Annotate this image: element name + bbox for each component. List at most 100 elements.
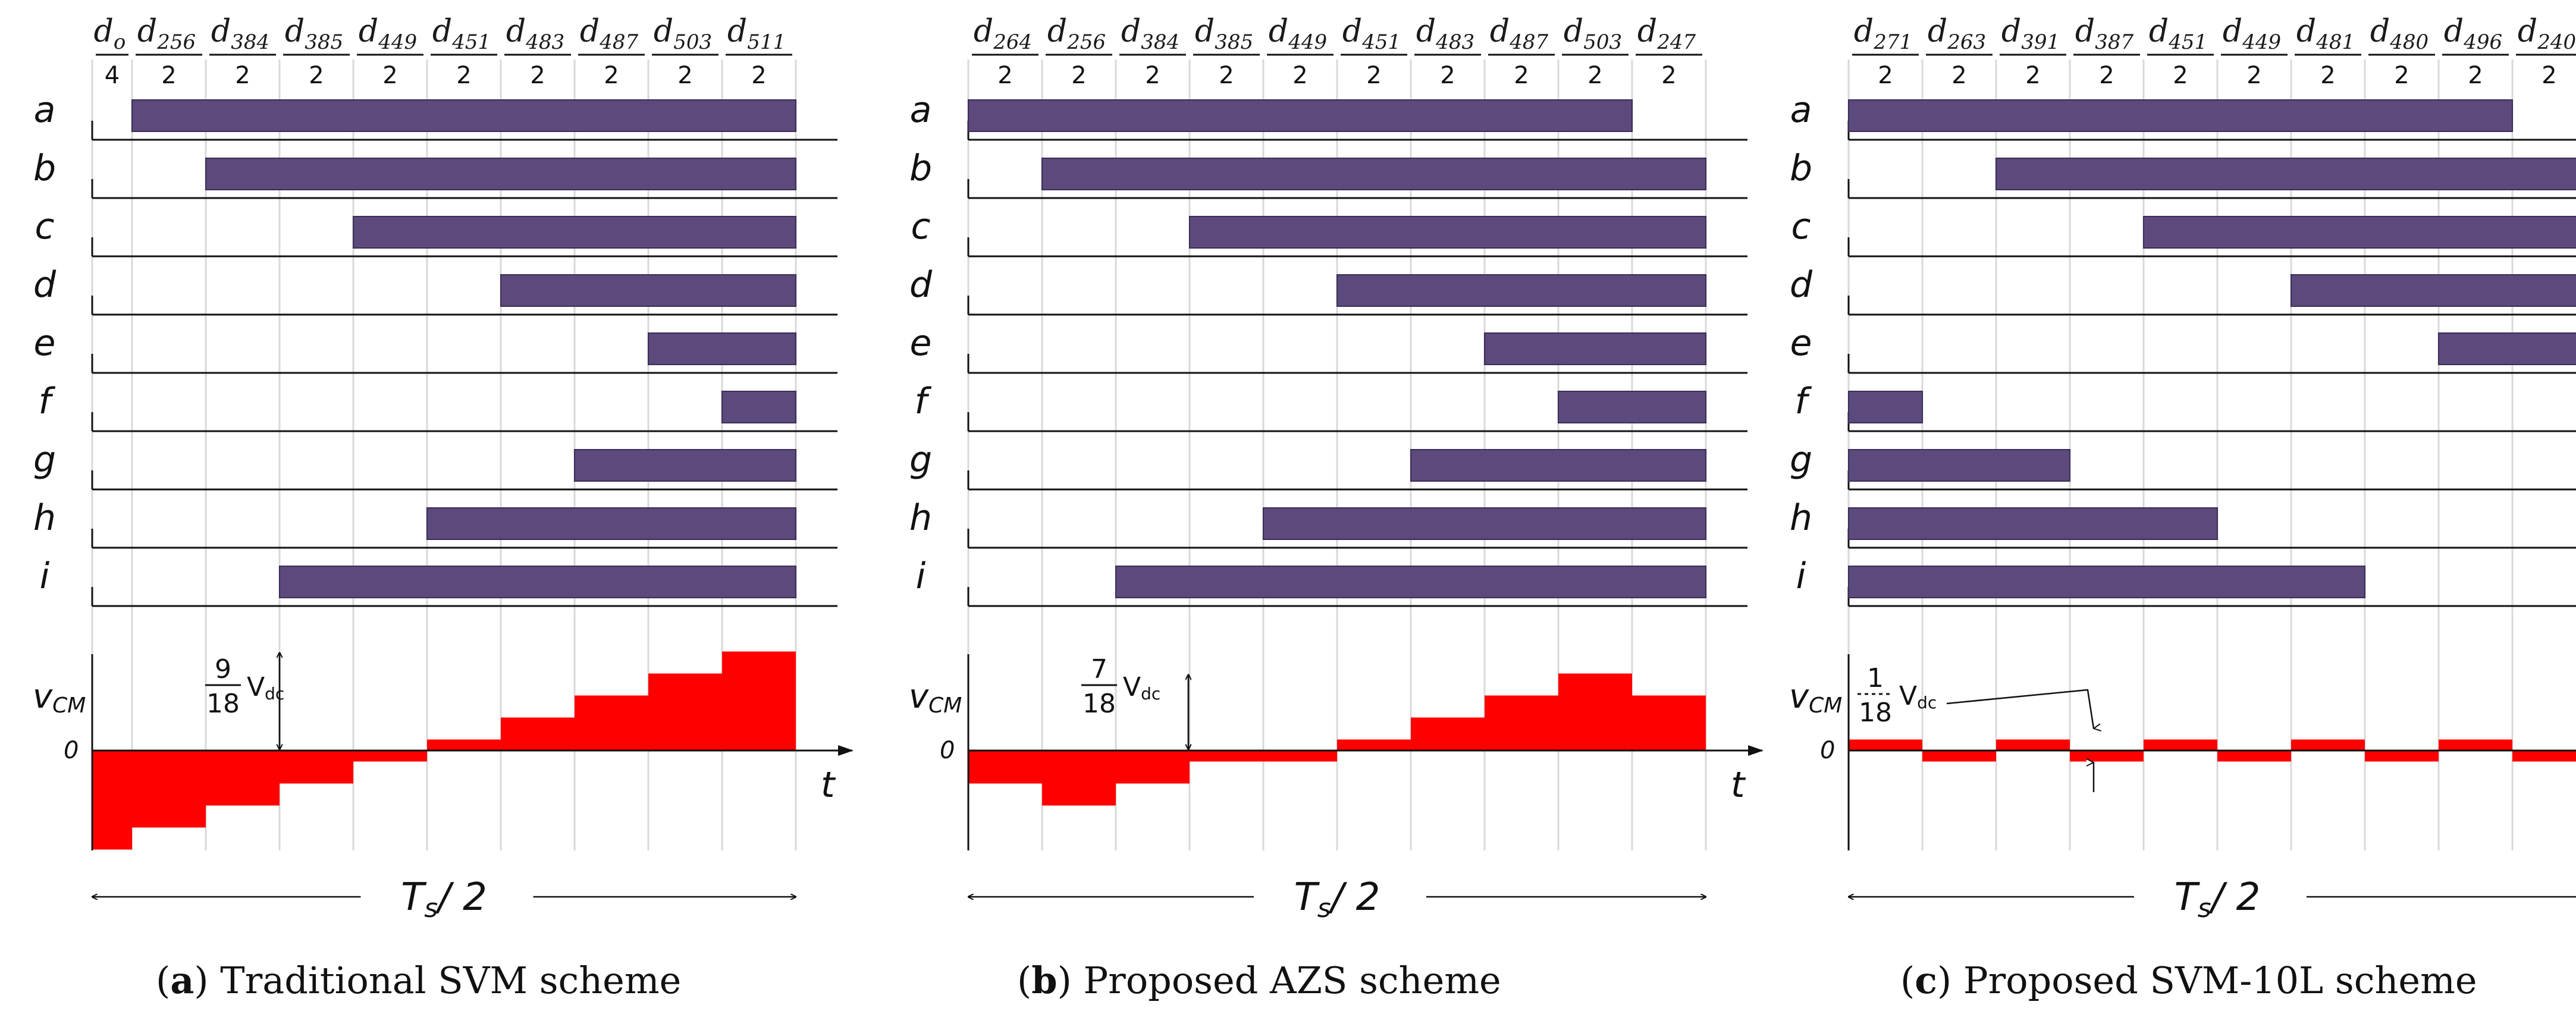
interval-count: 2 xyxy=(1292,62,1307,89)
vcm-step xyxy=(2217,751,2291,762)
switch-on-bar-b xyxy=(1995,158,2576,190)
interval-symbol: d481 xyxy=(2296,14,2355,54)
switch-on-bar-e xyxy=(2438,332,2576,365)
vcm-step xyxy=(1485,695,1558,751)
interval-count: 2 xyxy=(2394,62,2409,89)
interval-count: 2 xyxy=(2025,62,2040,89)
period-label: Ts/ 2 xyxy=(2175,875,2261,924)
row-label-h: h xyxy=(33,497,56,539)
panel-caption: (b) Proposed AZS scheme xyxy=(1017,959,1501,1002)
interval-label: d483 2 xyxy=(504,14,571,89)
row-label-f: f xyxy=(914,381,931,422)
interval-symbol: d483 xyxy=(1416,14,1474,54)
annotation-denominator: 18 xyxy=(206,689,240,719)
vcm-step xyxy=(280,751,353,784)
interval-symbol: d256 xyxy=(1047,14,1106,54)
interval-symbol: d271 xyxy=(1854,14,1912,54)
amplitude-leader xyxy=(1946,689,2094,729)
switch-on-bar-f xyxy=(1558,391,1706,423)
interval-label: d256 2 xyxy=(1046,14,1112,89)
switch-on-bar-c xyxy=(353,216,796,249)
row-label-g: g xyxy=(1790,439,1812,481)
panel-b: d264 2 d256 2 d384 2 d385 2 d449 2 d451 2 d483 2 d487 2… xyxy=(909,14,1764,1002)
interval-symbol: d256 xyxy=(137,14,196,54)
vcm-step xyxy=(2439,739,2512,751)
interval-symbol: d384 xyxy=(211,14,269,54)
interval-label: d387 2 xyxy=(2073,14,2140,89)
annotation-numerator: 1 xyxy=(1867,663,1884,693)
row-label-c: c xyxy=(911,206,931,247)
interval-count: 2 xyxy=(2542,62,2556,89)
interval-count: 2 xyxy=(2173,62,2188,89)
row-label-a: a xyxy=(910,89,932,131)
interval-count: 2 xyxy=(530,62,545,89)
interval-symbol: d483 xyxy=(506,14,564,54)
interval-symbol: d496 xyxy=(2444,14,2502,54)
vcm-label: vCM xyxy=(909,677,962,718)
switch-on-bar-d xyxy=(2291,274,2576,307)
interval-count: 2 xyxy=(1587,62,1602,89)
row-label-b: b xyxy=(909,147,932,189)
switch-on-bar-i xyxy=(279,566,796,598)
switch-on-bar-f xyxy=(721,391,796,423)
switch-on-bar-b xyxy=(1041,158,1706,190)
interval-count: 2 xyxy=(751,62,766,89)
switch-on-bar-h xyxy=(1263,507,1706,540)
vcm-step xyxy=(1558,673,1632,751)
zero-label: 0 xyxy=(64,737,79,764)
interval-label: d480 2 xyxy=(2368,14,2435,89)
annotation-unit: Vdc xyxy=(1123,672,1160,704)
interval-label: d385 2 xyxy=(283,14,350,89)
interval-count: 2 xyxy=(1878,62,1893,89)
row-label-b: b xyxy=(1790,147,1812,189)
row-label-g: g xyxy=(909,439,932,481)
interval-symbol: d384 xyxy=(1121,14,1179,54)
switch-on-bar-d xyxy=(500,274,796,307)
row-label-g: g xyxy=(33,439,56,481)
row-label-a: a xyxy=(1790,89,1812,131)
interval-symbol: d503 xyxy=(1564,14,1622,54)
switch-on-bar-h xyxy=(1848,507,2218,540)
interval-symbol: d264 xyxy=(974,14,1032,54)
interval-count: 2 xyxy=(1514,62,1529,89)
interval-label: d247 2 xyxy=(1636,14,1702,89)
interval-count: 2 xyxy=(2099,62,2114,89)
row-label-f: f xyxy=(1794,381,1812,422)
interval-count: 2 xyxy=(604,62,619,89)
interval-label: d256 2 xyxy=(136,14,202,89)
switch-on-bar-g xyxy=(574,449,796,482)
interval-symbol: d487 xyxy=(1490,14,1549,54)
panel-caption: (a) Traditional SVM scheme xyxy=(156,959,681,1002)
annotation-denominator: 18 xyxy=(1859,698,1892,728)
vcm-label: vCM xyxy=(1789,677,1842,718)
interval-label: d503 2 xyxy=(652,14,718,89)
interval-label: do 4 xyxy=(94,14,128,89)
switch-on-bar-a xyxy=(968,99,1633,132)
interval-count: 2 xyxy=(1366,62,1381,89)
panel-caption: (c) Proposed SVM-10L scheme xyxy=(1900,959,2477,1002)
time-axis-label: t xyxy=(1731,764,1746,806)
annotation-numerator: 9 xyxy=(215,654,231,685)
row-label-b: b xyxy=(33,147,56,189)
row-label-h: h xyxy=(1790,497,1812,539)
row-label-d: d xyxy=(909,264,933,306)
interval-label: d240 2 xyxy=(2516,14,2576,89)
interval-count: 2 xyxy=(1440,62,1455,89)
annotation-unit: Vdc xyxy=(1899,681,1937,712)
switch-on-bar-i xyxy=(1848,566,2365,598)
row-label-h: h xyxy=(909,497,932,539)
interval-symbol: d449 xyxy=(1269,14,1327,54)
vcm-step xyxy=(1190,751,1263,762)
vcm-step xyxy=(2070,751,2144,762)
panel-c: d271 2 d263 2 d391 2 d387 2 d451 2 d449 2 d481 2 d480 2… xyxy=(1789,14,2576,1002)
interval-label: d264 2 xyxy=(972,14,1038,89)
switch-on-bar-a xyxy=(131,99,796,132)
period-label: Ts/ 2 xyxy=(1294,875,1380,924)
row-label-e: e xyxy=(910,322,932,364)
switch-on-bar-d xyxy=(1336,274,1706,307)
interval-symbol: d247 xyxy=(1637,14,1696,54)
vcm-step xyxy=(1632,695,1706,751)
interval-label: d449 2 xyxy=(2221,14,2288,89)
